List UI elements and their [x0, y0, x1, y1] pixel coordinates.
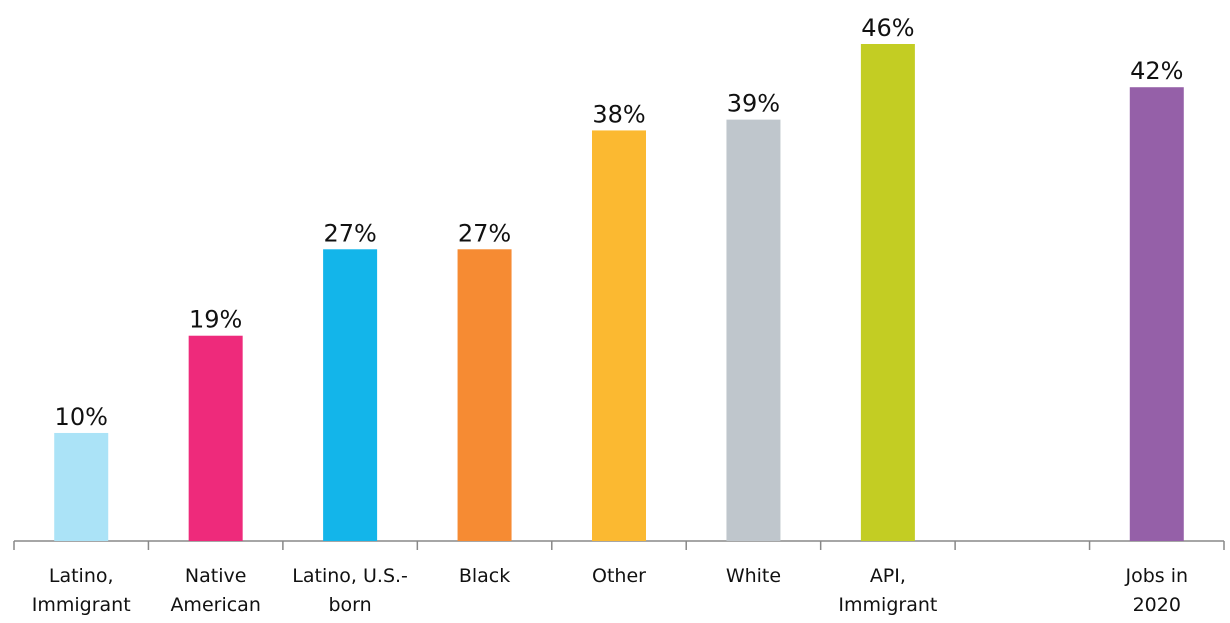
- bar: [592, 130, 646, 541]
- bar: [860, 44, 915, 541]
- data-label: 46%: [861, 14, 914, 42]
- data-label: 19%: [189, 306, 242, 334]
- x-tick-label: Latino, U.S.- born: [292, 565, 408, 616]
- x-tick-label: Black: [458, 565, 511, 587]
- x-tick-label: White: [725, 565, 782, 587]
- x-tick-label: API, Immigrant: [838, 565, 938, 616]
- x-tick-label: Latino, Immigrant: [31, 565, 131, 616]
- data-label: 39%: [727, 90, 780, 118]
- data-label: 27%: [323, 219, 376, 247]
- data-label: 27%: [458, 219, 511, 247]
- bar: [726, 119, 781, 541]
- data-label: 10%: [55, 403, 108, 431]
- bar: [457, 249, 512, 542]
- x-tick-label: Other: [592, 565, 646, 587]
- data-label: 42%: [1130, 57, 1183, 85]
- bar: [54, 432, 109, 541]
- x-tick-label: Native American: [170, 565, 261, 616]
- bar: [323, 249, 378, 542]
- bar: [188, 335, 243, 541]
- data-label: 38%: [592, 100, 645, 128]
- x-tick-label: Jobs in 2020: [1125, 565, 1189, 616]
- bar: [1129, 87, 1184, 541]
